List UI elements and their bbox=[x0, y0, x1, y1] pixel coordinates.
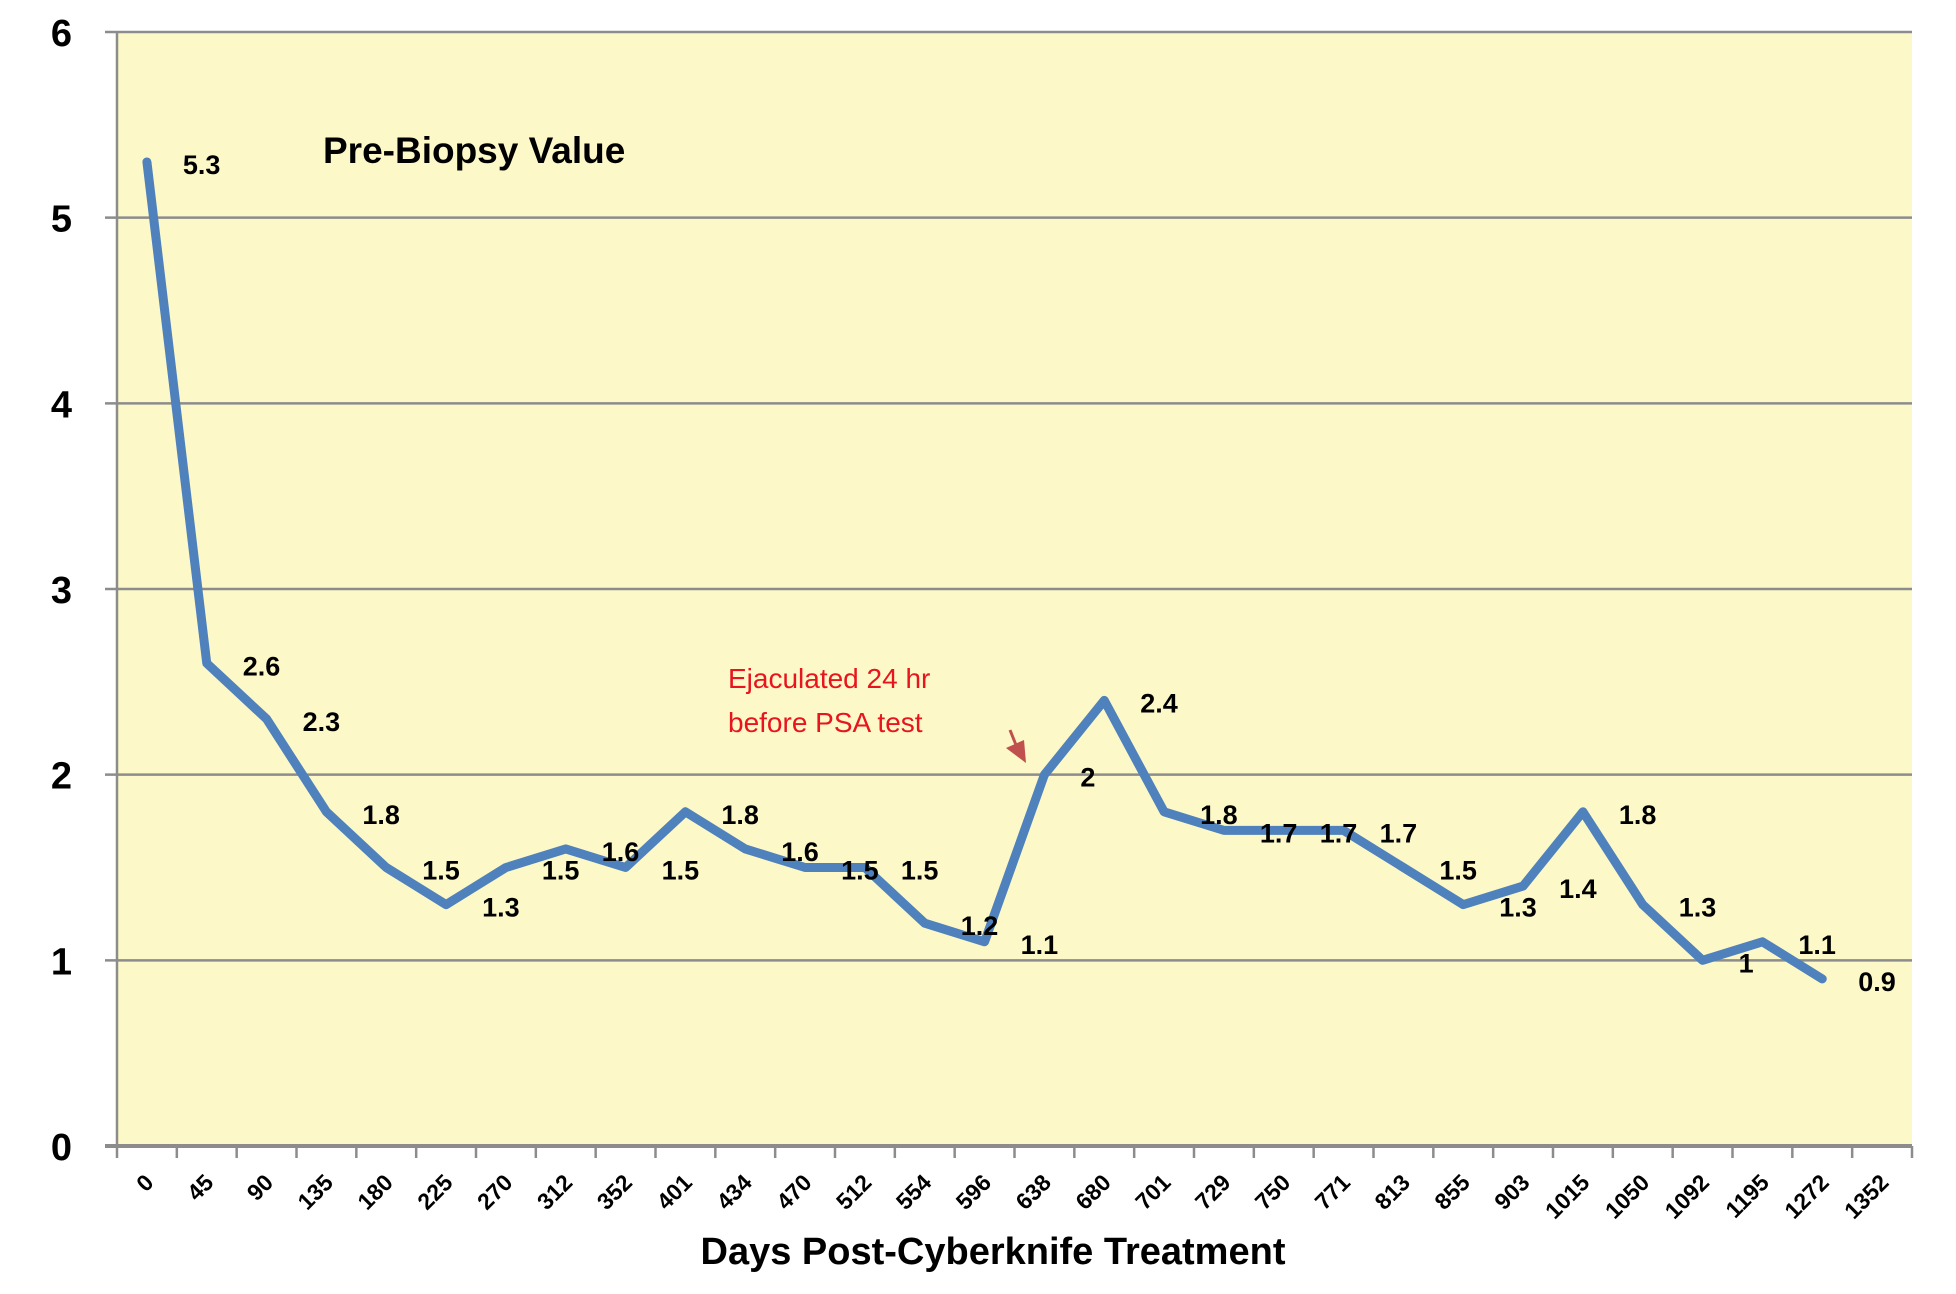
x-tick-label: 1272 bbox=[1779, 1169, 1834, 1224]
x-tick-label: 352 bbox=[592, 1169, 638, 1215]
data-label: 1.6 bbox=[602, 837, 640, 867]
data-label: 1.5 bbox=[841, 856, 879, 886]
psa-series-line bbox=[142, 157, 1827, 984]
x-tick-label: 45 bbox=[182, 1169, 219, 1206]
x-tick-label: 771 bbox=[1310, 1169, 1356, 1215]
data-label: 5.3 bbox=[183, 150, 221, 180]
x-tick-label: 470 bbox=[771, 1169, 817, 1215]
x-tick-label: 813 bbox=[1369, 1169, 1415, 1215]
x-tick-label: 903 bbox=[1489, 1169, 1535, 1215]
x-tick-label: 135 bbox=[292, 1169, 338, 1215]
data-label: 1.4 bbox=[1559, 874, 1597, 904]
y-tick-label: 2 bbox=[51, 756, 72, 798]
x-tick-label: 401 bbox=[651, 1169, 697, 1215]
y-tick-label: 6 bbox=[51, 13, 72, 55]
data-label: 1.8 bbox=[362, 800, 400, 830]
x-tick-label: 312 bbox=[532, 1169, 578, 1215]
data-label: 1.8 bbox=[721, 800, 759, 830]
data-label: 1.3 bbox=[1499, 893, 1537, 923]
data-label: 1.5 bbox=[542, 856, 580, 886]
y-tick-label: 3 bbox=[51, 570, 72, 612]
data-label: 1.7 bbox=[1320, 818, 1358, 848]
annotation-arrow-head bbox=[1006, 740, 1026, 763]
x-tick-label: 750 bbox=[1250, 1169, 1296, 1215]
y-tick-label: 1 bbox=[51, 941, 72, 983]
data-label: 2.4 bbox=[1140, 688, 1178, 718]
x-tick-label: 1015 bbox=[1540, 1169, 1595, 1224]
x-tick-label: 701 bbox=[1130, 1169, 1176, 1215]
x-tick-label: 855 bbox=[1429, 1169, 1475, 1215]
data-label: 2.3 bbox=[303, 707, 341, 737]
data-label: 1.8 bbox=[1619, 800, 1657, 830]
x-tick-label: 1050 bbox=[1600, 1169, 1655, 1224]
x-tick-label: 270 bbox=[472, 1169, 518, 1215]
data-label: 1.5 bbox=[662, 856, 700, 886]
x-tick-label: 729 bbox=[1190, 1169, 1236, 1215]
x-tick-label: 1195 bbox=[1720, 1169, 1774, 1223]
data-label: 1.7 bbox=[1380, 818, 1418, 848]
x-tick-label: 180 bbox=[352, 1169, 398, 1215]
x-tick-label: 0 bbox=[131, 1169, 158, 1196]
data-label: 1.5 bbox=[422, 856, 460, 886]
x-tick-label: 554 bbox=[891, 1169, 937, 1215]
data-label: 1.7 bbox=[1260, 818, 1298, 848]
x-axis-title: Days Post-Cyberknife Treatment bbox=[701, 1231, 1286, 1273]
x-tick-label: 90 bbox=[242, 1169, 278, 1205]
data-label: 1.1 bbox=[1798, 930, 1836, 960]
data-label: 1 bbox=[1739, 948, 1754, 978]
x-tick-label: 434 bbox=[711, 1169, 757, 1215]
y-tick-label: 0 bbox=[51, 1127, 72, 1169]
x-tick-label: 638 bbox=[1010, 1169, 1056, 1215]
data-label: 1.5 bbox=[1439, 856, 1477, 886]
x-tick-label: 1092 bbox=[1660, 1169, 1715, 1224]
data-label: 1.5 bbox=[901, 856, 939, 886]
data-label: 2.6 bbox=[243, 651, 281, 681]
x-tick-label: 596 bbox=[951, 1169, 997, 1215]
ejaculation-annotation-line1: Ejaculated 24 hr bbox=[728, 663, 930, 694]
x-tick-label: 225 bbox=[412, 1169, 458, 1215]
data-label: 1.3 bbox=[482, 893, 520, 923]
pre-biopsy-label: Pre-Biopsy Value bbox=[323, 130, 625, 171]
y-tick-label: 5 bbox=[51, 199, 72, 241]
data-label: 1.8 bbox=[1200, 800, 1238, 830]
y-tick-label: 4 bbox=[51, 384, 72, 426]
data-label: 1.3 bbox=[1679, 893, 1717, 923]
x-tick-label: 1352 bbox=[1839, 1169, 1894, 1224]
x-tick-label: 680 bbox=[1070, 1169, 1116, 1215]
data-label: 2 bbox=[1080, 763, 1095, 793]
data-label: 1.2 bbox=[961, 911, 999, 941]
data-label: 0.9 bbox=[1858, 967, 1896, 997]
ejaculation-annotation-line2: before PSA test bbox=[728, 707, 923, 738]
data-label: 1.6 bbox=[781, 837, 819, 867]
annotation-arrow bbox=[1008, 729, 1018, 746]
x-tick-label: 512 bbox=[831, 1169, 877, 1215]
data-label: 1.1 bbox=[1021, 930, 1059, 960]
